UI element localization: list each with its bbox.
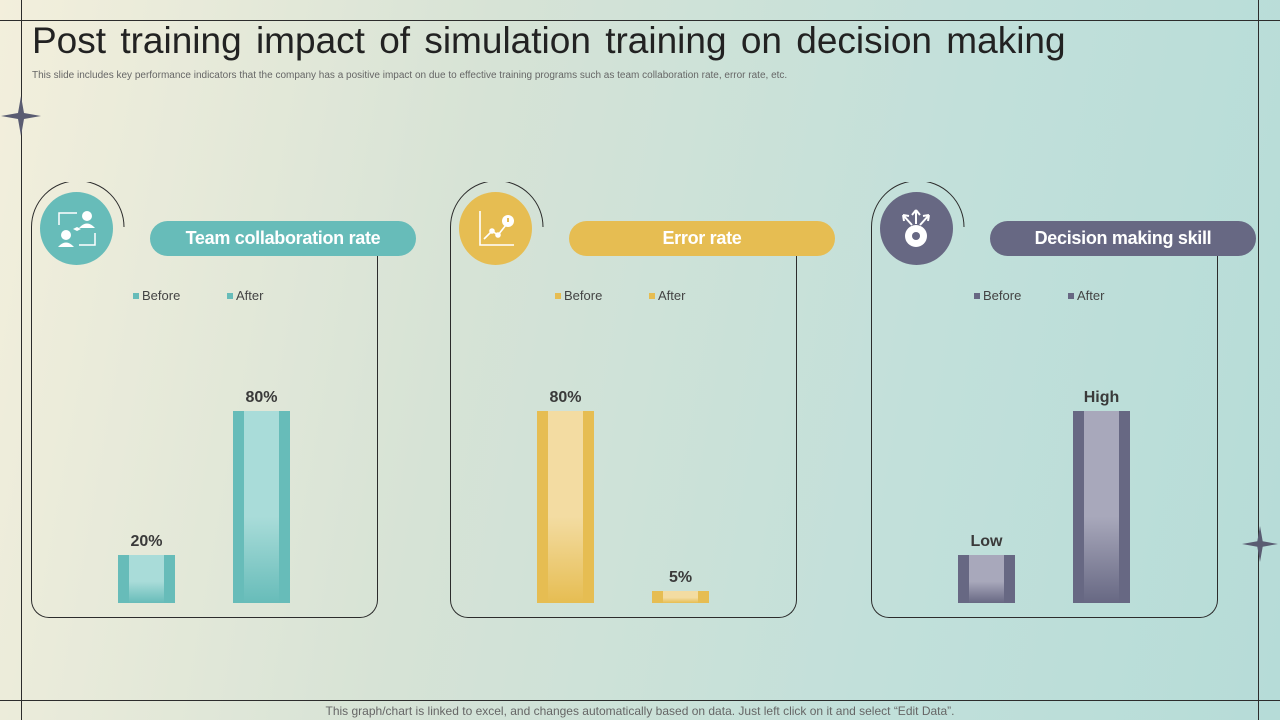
team-collaboration-icon xyxy=(40,192,113,265)
legend-label: Before xyxy=(564,288,603,303)
frame-line-right xyxy=(1258,0,1259,720)
decision-making-icon xyxy=(880,192,953,265)
legend-label: After xyxy=(1077,288,1105,303)
legend-label: After xyxy=(236,288,264,303)
frame-line-left xyxy=(21,0,22,720)
title-pill: Decision making skill xyxy=(990,221,1256,256)
title-pill: Team collaboration rate xyxy=(150,221,416,256)
bar-highlight xyxy=(244,411,279,603)
legend-swatch xyxy=(649,292,655,299)
legend-before: Before xyxy=(555,288,602,303)
data-label: 80% xyxy=(245,389,277,406)
panel-arc xyxy=(31,182,125,262)
legend-after: After xyxy=(649,288,685,303)
panel-border xyxy=(871,256,1218,618)
data-label: 5% xyxy=(669,569,692,586)
sparkle-left-icon xyxy=(1,96,41,136)
legend-after: After xyxy=(227,288,263,303)
footer-note: This graph/chart is linked to excel, and… xyxy=(325,704,955,718)
bar-highlight xyxy=(548,411,583,603)
data-label: Low xyxy=(971,533,1004,550)
bar-highlight xyxy=(129,555,164,603)
panel-arc xyxy=(450,182,544,262)
title-pill: Error rate xyxy=(569,221,835,256)
panel-decision-making: Decision making skill Before After Low Hi… xyxy=(871,182,1256,619)
panel-error-rate: Error rate Before After 80% 5% xyxy=(450,182,835,619)
data-label: High xyxy=(1084,389,1120,406)
page-subtitle: This slide includes key performance indi… xyxy=(32,70,788,81)
sparkle-right-icon xyxy=(1242,526,1278,562)
frame-line-top xyxy=(0,20,1280,21)
legend-swatch xyxy=(133,292,139,299)
bar-chart: 80% 5% xyxy=(537,389,709,603)
page-title: Post training impact of simulation train… xyxy=(32,20,1066,61)
legend-label: After xyxy=(658,288,686,303)
legend-before: Before xyxy=(133,288,180,303)
legend-before: Before xyxy=(974,288,1021,303)
legend-label: Before xyxy=(983,288,1022,303)
bar-highlight xyxy=(1084,411,1119,603)
bar-highlight xyxy=(663,591,698,603)
panel-border xyxy=(450,256,797,618)
growth-chart-icon xyxy=(459,192,532,265)
legend-swatch xyxy=(227,292,233,299)
panel-team-collaboration: Team collaboration rate Before After 20%… xyxy=(31,182,416,619)
data-label: 20% xyxy=(130,533,162,550)
legend-swatch xyxy=(1068,292,1074,299)
legend-after: After xyxy=(1068,288,1104,303)
bar-chart: Low High xyxy=(958,389,1130,603)
data-label: 80% xyxy=(549,389,581,406)
legend-swatch xyxy=(555,292,561,299)
bar-highlight xyxy=(969,555,1004,603)
frame-line-bottom xyxy=(0,700,1280,701)
legend-swatch xyxy=(974,292,980,299)
panel-border xyxy=(31,256,378,618)
legend-label: Before xyxy=(142,288,181,303)
panel-arc xyxy=(871,182,965,262)
bar-chart: 20% 80% xyxy=(118,389,290,603)
